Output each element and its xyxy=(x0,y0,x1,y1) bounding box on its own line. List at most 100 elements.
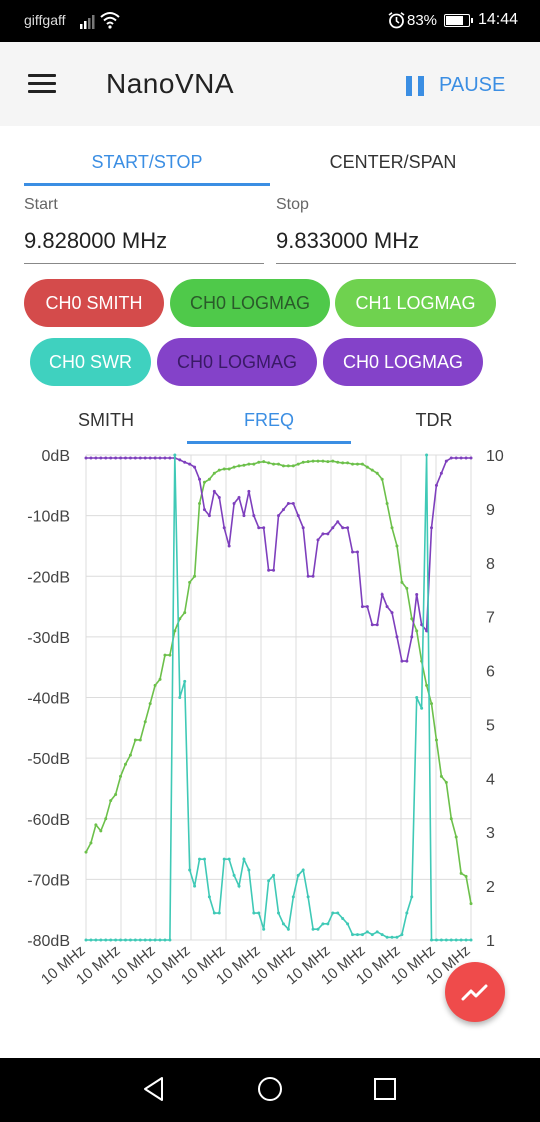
series-0-point xyxy=(341,461,345,465)
series-0-point xyxy=(114,793,118,796)
series-1-point xyxy=(430,526,434,530)
series-0-point xyxy=(173,629,177,633)
series-2-point xyxy=(168,938,172,942)
series-1-point xyxy=(301,526,305,530)
series-0-point xyxy=(449,817,453,821)
recents-icon[interactable] xyxy=(373,1076,397,1102)
series-2-point xyxy=(390,935,394,939)
series-0-point xyxy=(459,871,463,875)
series-0-point xyxy=(207,477,211,481)
series-2-point xyxy=(286,927,290,931)
y-left-tick-label: -70dB xyxy=(27,872,70,889)
series-0-point xyxy=(262,460,266,464)
series-1-point xyxy=(365,605,369,609)
series-2-point xyxy=(119,938,123,942)
series-0-point xyxy=(168,653,172,657)
series-0-point xyxy=(138,738,142,742)
series-0-point xyxy=(227,467,231,471)
stop-field[interactable]: Stop 9.833000 MHz xyxy=(276,196,516,264)
tab-smith[interactable]: SMITH xyxy=(78,410,134,430)
chart-fab-button[interactable] xyxy=(445,962,505,1022)
series-2-point xyxy=(193,884,197,888)
series-0-point xyxy=(306,460,310,464)
series-0-point xyxy=(198,502,202,505)
tab-freq[interactable]: FREQ xyxy=(243,410,294,430)
series-2-point xyxy=(459,938,463,942)
series-0-point xyxy=(331,459,335,463)
series-2-point xyxy=(385,935,389,939)
series-0-point xyxy=(311,459,315,463)
y-right-tick-label: 5 xyxy=(486,717,495,734)
trace-chip-ch0-logmag-3[interactable]: CH0 LOGMAG xyxy=(323,338,483,386)
series-0-point xyxy=(89,841,93,845)
series-2-point xyxy=(449,938,453,942)
series-1-point xyxy=(420,623,424,627)
series-1-point xyxy=(123,456,127,460)
series-0-point xyxy=(237,464,241,468)
series-2-point xyxy=(360,933,364,937)
series-2-point xyxy=(306,895,310,899)
home-icon[interactable] xyxy=(257,1076,283,1102)
series-1-point xyxy=(163,456,167,460)
series-1-point xyxy=(99,456,103,460)
series-1-point xyxy=(410,635,414,639)
series-0-point xyxy=(193,574,197,578)
series-1-point xyxy=(321,532,325,536)
series-0-point xyxy=(355,462,359,466)
back-icon[interactable] xyxy=(142,1076,166,1102)
start-field[interactable]: Start 9.828000 MHz xyxy=(24,196,264,264)
series-0-point xyxy=(163,653,167,657)
tab-start-stop[interactable]: START/STOP xyxy=(91,152,203,172)
series-2-point xyxy=(464,938,468,942)
series-2-point xyxy=(400,933,404,937)
trace-chip-ch0-swr[interactable]: CH0 SWR xyxy=(30,338,151,386)
series-1-point xyxy=(133,456,137,460)
alarm-icon xyxy=(388,12,405,29)
series-0-point xyxy=(178,617,182,621)
series-1-point xyxy=(454,456,458,460)
series-1-point xyxy=(148,456,152,460)
tab-center-span[interactable]: CENTER/SPAN xyxy=(329,152,457,172)
trace-chip-ch0-logmag-2[interactable]: CH0 LOGMAG xyxy=(157,338,317,386)
trace-chip-ch0-logmag-1[interactable]: CH0 LOGMAG xyxy=(170,279,330,327)
series-2-point xyxy=(89,938,93,942)
menu-icon[interactable] xyxy=(28,74,56,94)
start-input[interactable]: 9.828000 MHz xyxy=(24,228,168,253)
trace-chip-ch0-smith[interactable]: CH0 SMITH xyxy=(24,279,164,327)
chart-tab-indicator xyxy=(187,441,351,444)
series-2-point xyxy=(267,879,271,883)
series-0-point xyxy=(133,738,137,742)
series-1-point xyxy=(464,456,468,460)
series-1-point xyxy=(212,489,216,493)
y-right-tick-label: 9 xyxy=(486,502,495,519)
series-1-point xyxy=(119,456,123,460)
y-left-tick-label: -40dB xyxy=(27,691,70,708)
series-1-point xyxy=(415,592,419,596)
stop-input[interactable]: 9.833000 MHz xyxy=(276,228,420,253)
series-1-point xyxy=(168,456,172,460)
series-0-point xyxy=(153,683,157,687)
series-1-point xyxy=(326,532,330,536)
series-2-point xyxy=(469,938,473,942)
series-2-point xyxy=(202,857,206,861)
series-2-point xyxy=(188,868,192,872)
series-1-point xyxy=(449,456,453,460)
series-1-point xyxy=(257,526,261,530)
y-left-tick-label: -80dB xyxy=(27,933,70,950)
series-2-point xyxy=(257,911,261,915)
series-0-point xyxy=(410,617,414,621)
series-1-point xyxy=(143,456,147,460)
series-1-point xyxy=(89,456,93,460)
y-right-tick-label: 10 xyxy=(486,448,504,465)
series-1-point xyxy=(242,514,246,518)
series-0-point xyxy=(351,462,355,466)
series-1-point xyxy=(114,456,118,460)
pause-button[interactable]: PAUSE xyxy=(404,72,505,98)
trace-chip-ch1-logmag[interactable]: CH1 LOGMAG xyxy=(335,279,496,327)
series-0-point xyxy=(301,460,305,464)
series-0-point xyxy=(316,459,320,463)
tab-tdr[interactable]: TDR xyxy=(415,410,453,430)
series-2-point xyxy=(158,938,162,942)
series-1-point xyxy=(272,568,276,572)
series-2-point xyxy=(227,857,231,861)
